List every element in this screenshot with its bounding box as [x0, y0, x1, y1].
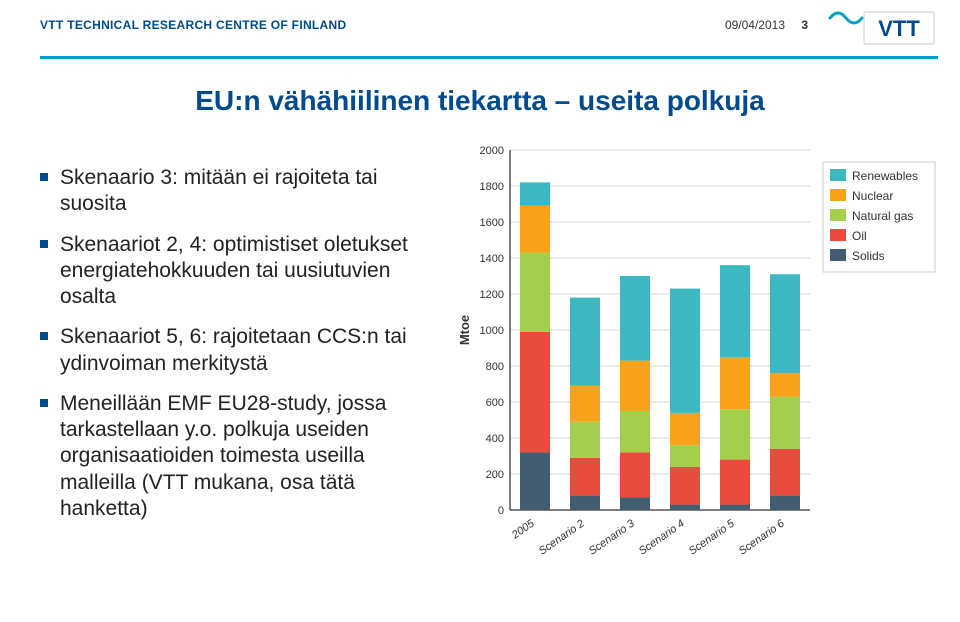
svg-text:Natural gas: Natural gas [852, 209, 913, 223]
page-number: 3 [801, 18, 808, 32]
bullet-item: Skenaariot 2, 4: optimistiset oletukset … [40, 232, 445, 311]
svg-text:Nuclear: Nuclear [852, 189, 893, 203]
svg-text:200: 200 [486, 469, 504, 481]
bullet-item: Skenaario 3: mitään ei rajoiteta tai suo… [40, 165, 445, 218]
svg-text:Mtoe: Mtoe [457, 315, 472, 345]
slide-header: VTT TECHNICAL RESEARCH CENTRE OF FINLAND… [0, 0, 960, 56]
bullet-item: Skenaariot 5, 6: rajoitetaan CCS:n tai y… [40, 324, 445, 377]
org-name: VTT TECHNICAL RESEARCH CENTRE OF FINLAND [40, 18, 346, 32]
svg-text:1800: 1800 [480, 181, 504, 193]
vtt-logo: VTT [828, 6, 938, 50]
svg-text:Solids: Solids [852, 249, 885, 263]
svg-text:800: 800 [486, 361, 504, 373]
svg-text:VTT: VTT [878, 16, 920, 41]
svg-text:1200: 1200 [480, 289, 504, 301]
svg-text:Scenario 5: Scenario 5 [687, 517, 738, 557]
slide-title: EU:n vähähiilinen tiekartta – useita pol… [0, 85, 960, 117]
bullet-list: Skenaario 3: mitään ei rajoiteta tai suo… [40, 165, 445, 522]
svg-text:Scenario 6: Scenario 6 [737, 517, 788, 557]
svg-text:2000: 2000 [480, 145, 504, 157]
svg-text:Renewables: Renewables [852, 169, 918, 183]
svg-text:1400: 1400 [480, 253, 504, 265]
svg-text:1600: 1600 [480, 217, 504, 229]
header-divider [40, 56, 938, 59]
energy-stacked-bar-chart: 0 200 400 600 800 1000 1200 1400 1600 1800 2000 Mto… [455, 140, 945, 580]
bullet-column: Skenaario 3: mitään ei rajoiteta tai suo… [40, 165, 445, 536]
svg-text:600: 600 [486, 397, 504, 409]
bullet-item: Meneillään EMF EU28-study, jossa tarkast… [40, 391, 445, 522]
svg-text:Scenario 2: Scenario 2 [537, 518, 587, 558]
svg-text:400: 400 [486, 433, 504, 445]
svg-text:Oil: Oil [852, 229, 867, 243]
svg-text:0: 0 [498, 505, 504, 517]
svg-text:2005: 2005 [509, 517, 537, 542]
svg-text:1000: 1000 [480, 325, 504, 337]
svg-text:Scenario 4: Scenario 4 [637, 518, 687, 558]
slide-date: 09/04/2013 [725, 18, 785, 32]
svg-text:Scenario 3: Scenario 3 [587, 517, 638, 557]
